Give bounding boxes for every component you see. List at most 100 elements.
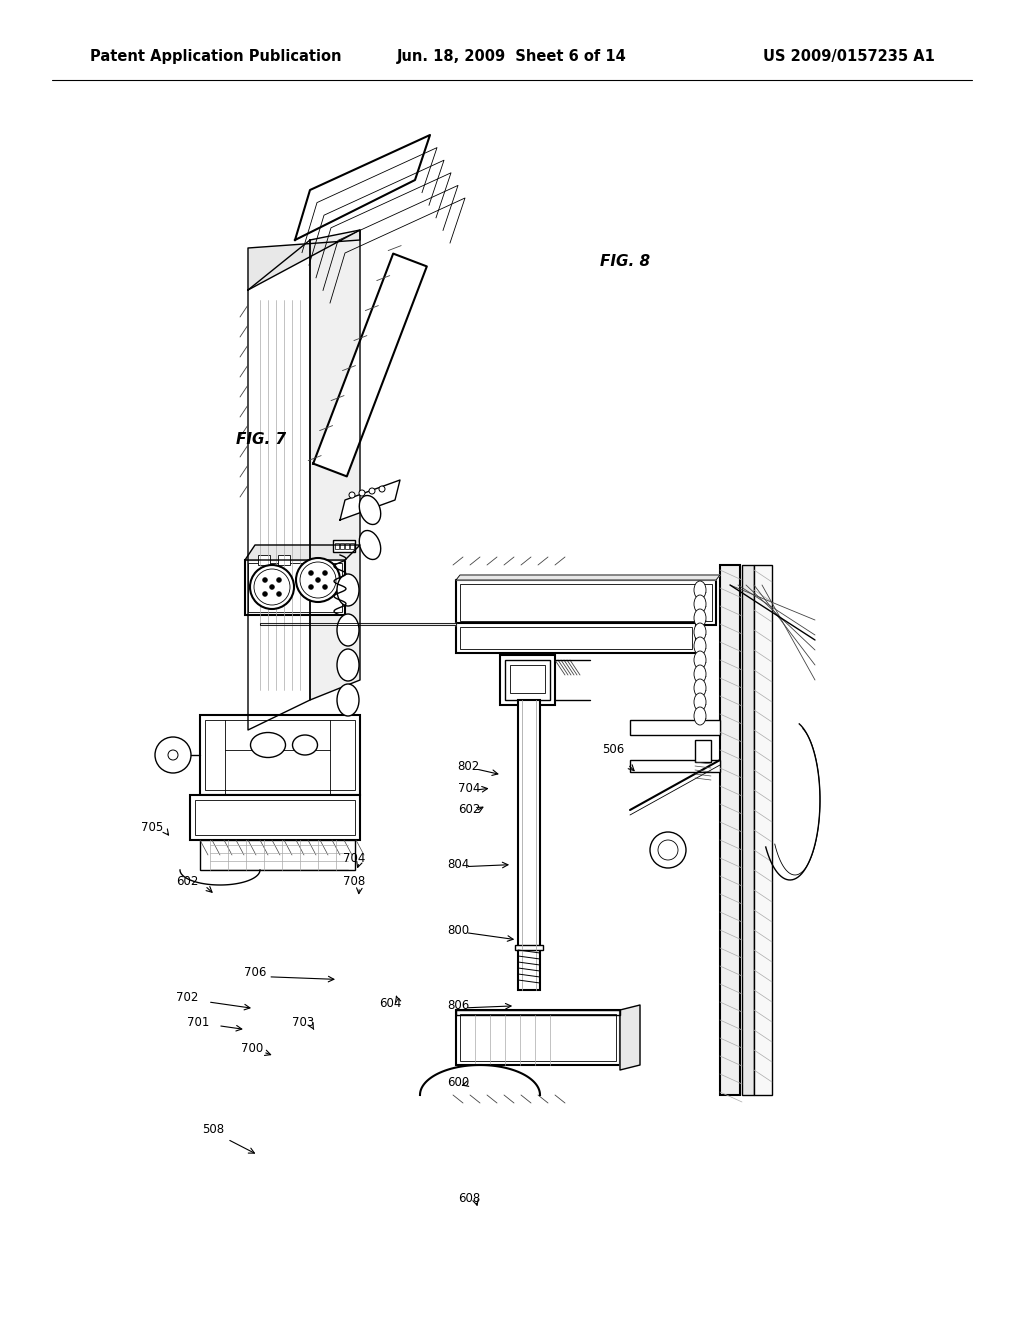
Bar (500, 655, 555, 705)
Ellipse shape (694, 595, 706, 612)
Circle shape (254, 569, 290, 605)
Bar (200, 715, 360, 795)
Bar (258, 554, 270, 565)
Text: 704: 704 (343, 851, 366, 865)
Text: 602: 602 (458, 803, 480, 816)
Circle shape (262, 578, 267, 582)
Bar (245, 560, 345, 615)
Ellipse shape (694, 581, 706, 599)
Bar (510, 665, 545, 693)
Bar (460, 627, 692, 649)
Bar (630, 760, 720, 772)
Text: 706: 706 (244, 966, 266, 979)
Text: 704: 704 (458, 781, 480, 795)
Circle shape (308, 570, 313, 576)
Circle shape (250, 565, 294, 609)
Text: 702: 702 (176, 991, 199, 1005)
Bar (345, 543, 349, 549)
Ellipse shape (694, 665, 706, 682)
Ellipse shape (337, 614, 359, 645)
Bar (278, 554, 290, 565)
Ellipse shape (337, 684, 359, 715)
Polygon shape (313, 253, 427, 477)
Ellipse shape (694, 609, 706, 627)
Bar (350, 543, 354, 549)
Text: 806: 806 (447, 999, 470, 1012)
Circle shape (296, 558, 340, 602)
Bar (456, 579, 716, 624)
Ellipse shape (694, 693, 706, 711)
Circle shape (269, 585, 274, 590)
Ellipse shape (694, 708, 706, 725)
Circle shape (323, 585, 328, 590)
Bar (200, 840, 355, 870)
Circle shape (658, 840, 678, 861)
Bar (335, 543, 339, 549)
Circle shape (650, 832, 686, 869)
Circle shape (359, 490, 365, 496)
Bar (720, 565, 740, 1096)
Ellipse shape (251, 733, 286, 758)
Bar (460, 583, 712, 620)
Text: 604: 604 (379, 997, 401, 1010)
Text: 708: 708 (343, 875, 366, 888)
Bar (456, 1010, 620, 1065)
Bar (340, 543, 344, 549)
Polygon shape (248, 240, 310, 730)
Circle shape (315, 578, 321, 582)
Circle shape (369, 488, 375, 494)
Bar (205, 719, 355, 789)
Text: 600: 600 (447, 1076, 470, 1089)
Circle shape (276, 578, 282, 582)
Circle shape (349, 492, 355, 498)
Bar (518, 700, 540, 990)
Circle shape (300, 562, 336, 598)
Bar (248, 564, 342, 612)
Bar (190, 795, 360, 840)
Ellipse shape (694, 678, 706, 697)
Text: 506: 506 (602, 743, 625, 756)
Polygon shape (456, 576, 720, 579)
Text: Jun. 18, 2009  Sheet 6 of 14: Jun. 18, 2009 Sheet 6 of 14 (397, 49, 627, 65)
Ellipse shape (337, 574, 359, 606)
Text: Patent Application Publication: Patent Application Publication (90, 49, 341, 65)
Text: 705: 705 (141, 821, 164, 834)
Bar (742, 565, 754, 1096)
Bar (515, 945, 543, 950)
Text: 804: 804 (447, 858, 470, 871)
Circle shape (276, 591, 282, 597)
Ellipse shape (337, 649, 359, 681)
Polygon shape (295, 135, 430, 240)
Polygon shape (260, 623, 456, 624)
Text: 608: 608 (458, 1192, 480, 1205)
Ellipse shape (359, 531, 381, 560)
Polygon shape (245, 545, 360, 560)
Ellipse shape (359, 495, 381, 524)
Circle shape (262, 591, 267, 597)
Circle shape (155, 737, 191, 774)
Text: US 2009/0157235 A1: US 2009/0157235 A1 (763, 49, 935, 65)
Polygon shape (248, 230, 360, 290)
Text: 800: 800 (447, 924, 470, 937)
Circle shape (323, 570, 328, 576)
Bar (505, 660, 550, 700)
Ellipse shape (694, 623, 706, 642)
Text: FIG. 8: FIG. 8 (600, 253, 649, 269)
Text: 802: 802 (458, 760, 480, 774)
Circle shape (308, 585, 313, 590)
Polygon shape (620, 1005, 640, 1071)
Bar (695, 741, 711, 762)
Text: 508: 508 (202, 1123, 224, 1137)
Bar (754, 565, 772, 1096)
Polygon shape (456, 1010, 620, 1015)
Circle shape (379, 486, 385, 492)
Text: 700: 700 (241, 1041, 263, 1055)
Text: 602: 602 (176, 875, 199, 888)
Bar (630, 719, 720, 735)
Ellipse shape (293, 735, 317, 755)
Polygon shape (340, 480, 400, 520)
Bar (456, 623, 696, 653)
Text: FIG. 7: FIG. 7 (237, 432, 286, 447)
Circle shape (168, 750, 178, 760)
Ellipse shape (694, 651, 706, 669)
